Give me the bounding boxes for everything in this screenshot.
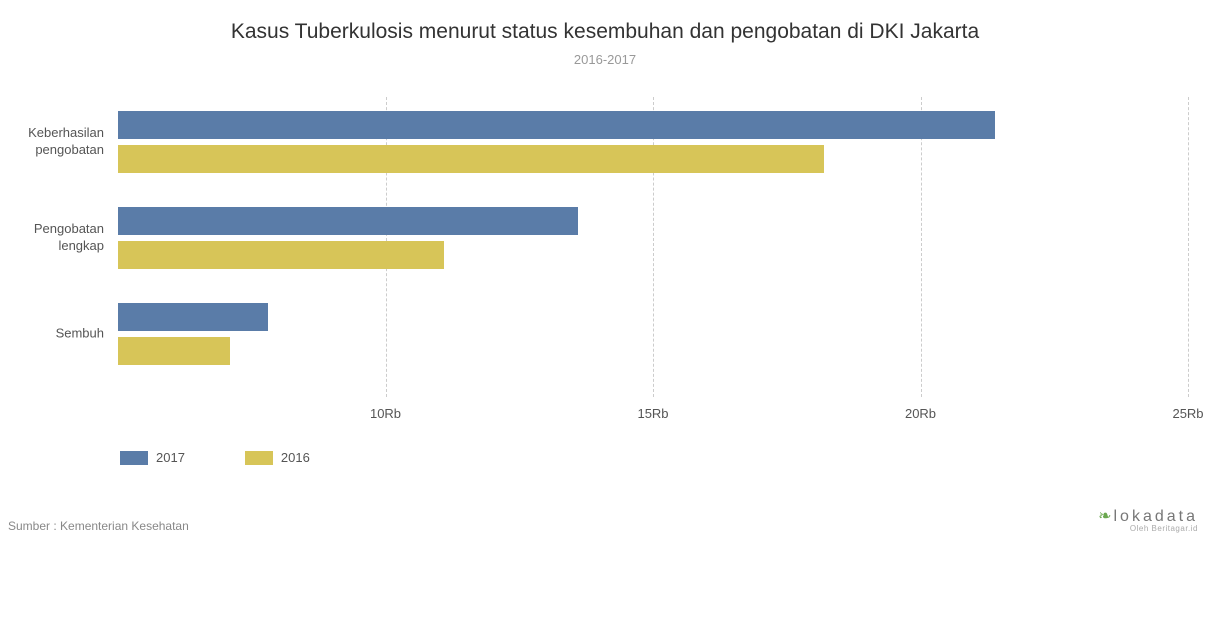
legend-item: 2017 <box>120 450 185 465</box>
x-tick-label: 25Rb <box>1172 406 1203 421</box>
bar <box>118 303 268 331</box>
y-category-label: Keberhasilan pengobatan <box>10 125 110 159</box>
leaf-icon: ❧ <box>1098 508 1111 525</box>
gridline <box>1188 97 1189 397</box>
gridline <box>921 97 922 397</box>
bar <box>118 145 824 173</box>
x-tick-label: 10Rb <box>370 406 401 421</box>
legend-label: 2016 <box>281 450 310 465</box>
x-tick-label: 15Rb <box>637 406 668 421</box>
bar <box>118 241 444 269</box>
legend: 2017 2016 <box>120 450 310 465</box>
legend-label: 2017 <box>156 450 185 465</box>
y-category-label: Sembuh <box>10 326 110 343</box>
bar <box>118 207 578 235</box>
legend-item: 2016 <box>245 450 310 465</box>
chart-subtitle: 2016-2017 <box>0 52 1210 67</box>
legend-swatch <box>245 451 273 465</box>
y-category-label: Pengobatan lengkap <box>10 221 110 255</box>
bar <box>118 111 995 139</box>
x-tick-label: 20Rb <box>905 406 936 421</box>
source-text: Sumber : Kementerian Kesehatan <box>8 519 189 533</box>
logo: ❧lokadata Oleh Beritagar.id <box>1098 506 1198 533</box>
chart-area: Keberhasilan pengobatan Pengobatan lengka… <box>10 97 1200 427</box>
legend-swatch <box>120 451 148 465</box>
gridline <box>653 97 654 397</box>
logo-brand: ❧lokadata <box>1098 506 1198 526</box>
plot-area: 10Rb15Rb20Rb25Rb <box>118 97 1188 397</box>
chart-title: Kasus Tuberkulosis menurut status kesemb… <box>0 0 1210 44</box>
bar <box>118 337 230 365</box>
